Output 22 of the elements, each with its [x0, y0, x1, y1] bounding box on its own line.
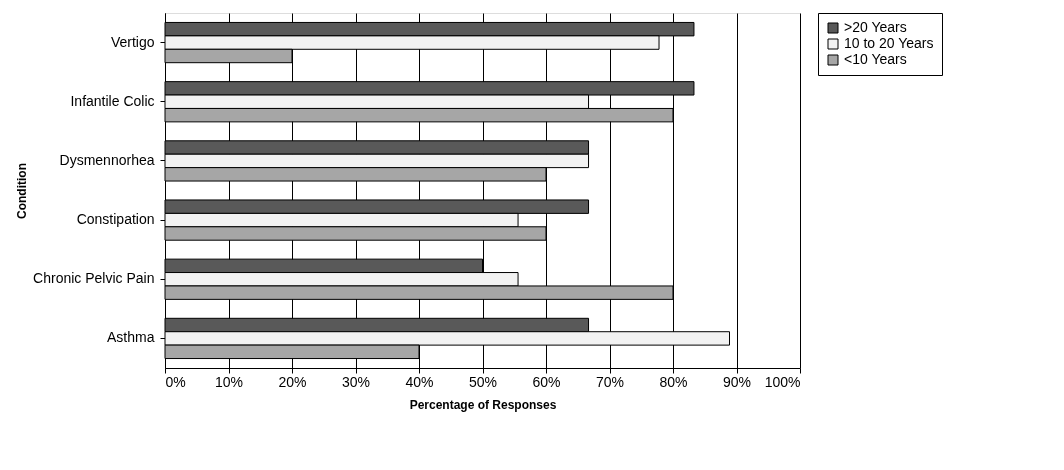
x-tick-label: 10%: [214, 373, 244, 390]
legend-label: <10 Years: [844, 51, 907, 67]
x-tick-label: 20%: [278, 373, 307, 390]
x-tick-label: 80%: [659, 373, 688, 390]
x-tick-label: 50%: [468, 373, 498, 390]
x-tick-label: 70%: [595, 373, 625, 390]
y-tick-label: Asthma: [107, 329, 155, 346]
legend-label: >20 Years: [844, 19, 907, 35]
y-tick-label: Vertigo: [110, 33, 155, 50]
x-tick-label: 0%: [165, 373, 186, 390]
y-axis-title: Condition: [15, 163, 30, 219]
x-tick-label: 90%: [722, 373, 752, 390]
y-tick-label: Chronic Pelvic Pain: [33, 270, 155, 287]
y-tick-label: Constipation: [76, 211, 155, 228]
y-tick-label: Dysmennorhea: [59, 151, 155, 168]
x-axis-title: Percentage of Responses: [409, 397, 557, 412]
legend-label: 10 to 20 Years: [844, 35, 934, 51]
y-tick-label: Infantile Colic: [70, 92, 155, 109]
x-tick-label: 100%: [764, 373, 801, 390]
x-tick-label: 30%: [341, 373, 371, 390]
x-tick-label: 40%: [405, 373, 434, 390]
x-tick-label: 60%: [532, 373, 561, 390]
